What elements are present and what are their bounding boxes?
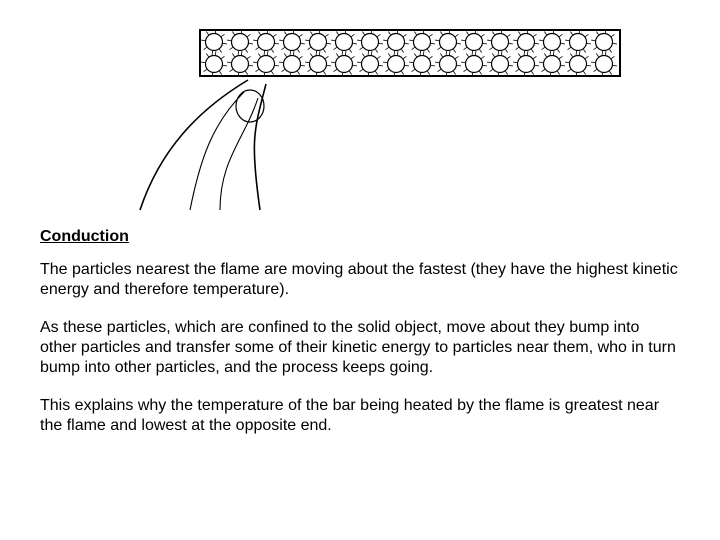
paragraph-3: This explains why the temperature of the… bbox=[40, 396, 680, 436]
section-heading: Conduction bbox=[40, 228, 680, 246]
conduction-figure bbox=[40, 0, 680, 220]
paragraph-2: As these particles, which are confined t… bbox=[40, 318, 680, 378]
paragraph-1: The particles nearest the flame are movi… bbox=[40, 260, 680, 300]
conduction-figure-svg bbox=[80, 10, 640, 220]
page: Conduction The particles nearest the fla… bbox=[0, 0, 720, 540]
